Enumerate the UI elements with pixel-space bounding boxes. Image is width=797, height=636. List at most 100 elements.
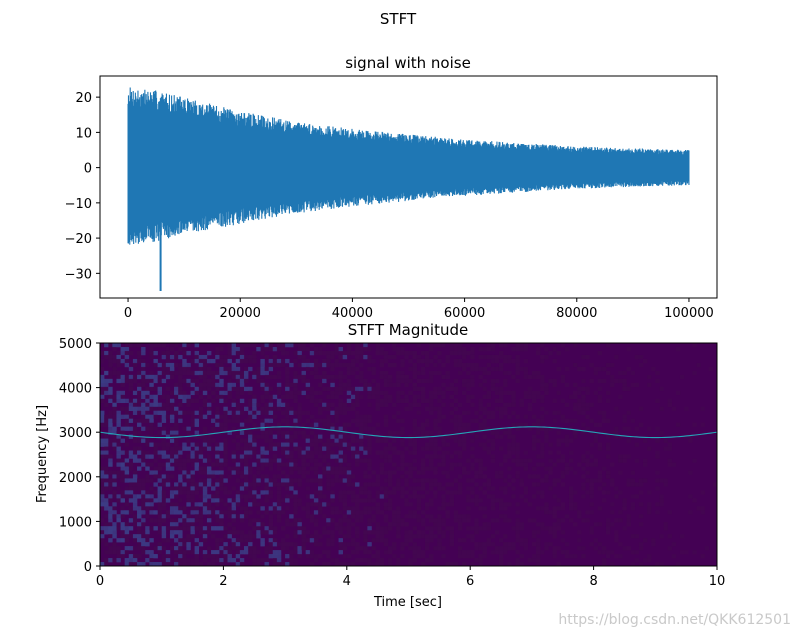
stft-cell [223, 550, 228, 555]
stft-cell [523, 462, 529, 467]
stft-cell [474, 518, 479, 523]
stft-cell [198, 386, 204, 392]
stft-cell [194, 554, 200, 559]
stft-cell [169, 370, 175, 376]
stft-cell [375, 346, 380, 352]
stft-cell [441, 442, 446, 447]
stft-cell [260, 462, 265, 467]
stft-cell [322, 442, 327, 447]
stft-cell [544, 430, 549, 435]
stft-cell [165, 366, 171, 372]
stft-cell [309, 438, 315, 443]
stft-cell [355, 398, 360, 404]
stft-cell [264, 462, 269, 467]
stft-cell [663, 438, 668, 443]
stft-cell [330, 354, 335, 360]
stft-cell [190, 494, 195, 499]
stft-cell [424, 466, 430, 471]
stft-cell [589, 362, 594, 368]
stft-cell [342, 354, 348, 360]
stft-cell [375, 522, 380, 527]
stft-cell [424, 542, 430, 547]
stft-cell [416, 370, 422, 376]
stft-cell [322, 458, 327, 463]
stft-cell [494, 518, 500, 523]
stft-cell [289, 410, 294, 415]
stft-cell [634, 426, 640, 431]
stft-cell [157, 450, 162, 455]
stft-cell [137, 394, 142, 400]
stft-cell [186, 550, 191, 555]
stft-cell [169, 502, 175, 507]
stft-cell [445, 474, 450, 479]
stft-cell [482, 426, 487, 431]
stft-cell [202, 498, 208, 503]
stft-cell [256, 466, 261, 471]
stft-cell [161, 366, 167, 372]
stft-cell [424, 378, 430, 384]
stft-cell [194, 418, 200, 423]
stft-cell [412, 402, 418, 408]
stft-cell [474, 502, 479, 507]
stft-cell [560, 518, 566, 523]
stft-cell [132, 546, 138, 551]
stft-cell [215, 374, 220, 380]
stft-cell [239, 474, 245, 479]
stft-cell [132, 358, 138, 364]
stft-cell [161, 430, 167, 435]
stft-cell [178, 518, 183, 523]
stft-cell [618, 542, 623, 547]
stft-cell [437, 546, 442, 551]
stft-cell [387, 474, 393, 479]
stft-cell [322, 362, 327, 368]
stft-cell [227, 546, 232, 551]
stft-cell [400, 474, 405, 479]
stft-cell [223, 370, 228, 376]
stft-cell [363, 498, 368, 503]
stft-cell [536, 430, 541, 435]
signal-x-tick-label: 80000 [556, 306, 597, 321]
stft-cell [132, 562, 138, 567]
stft-cell [227, 354, 232, 360]
stft-cell [494, 366, 500, 372]
stft-cell [437, 370, 442, 376]
stft-cell [367, 358, 372, 364]
stft-cell [215, 454, 220, 459]
stft-cell [268, 542, 274, 547]
stft-cell [355, 354, 360, 360]
stft-cell [383, 414, 389, 419]
stft-cell [235, 498, 241, 503]
stft-cell [108, 546, 113, 551]
stft-cell [326, 350, 331, 356]
stft-cell [359, 518, 364, 523]
stft-cell [466, 554, 471, 559]
stft-cell [420, 470, 426, 475]
stft-cell [601, 418, 607, 423]
stft-cell [301, 410, 306, 415]
stft-cell [145, 538, 150, 543]
stft-cell [531, 534, 537, 539]
stft-cell [137, 514, 142, 519]
stft-cell [202, 354, 208, 360]
stft-cell [124, 358, 130, 364]
stft-cell [498, 446, 504, 451]
stft-cell [124, 350, 130, 356]
stft-cell [178, 474, 183, 479]
stft-cell [239, 446, 245, 451]
stft-cell [309, 370, 315, 376]
stft-cell [490, 550, 496, 555]
stft-cell [449, 346, 455, 352]
stft-cell [174, 546, 179, 551]
stft-cell [503, 410, 508, 415]
stft-cell [198, 366, 204, 372]
stft-cell [128, 450, 134, 455]
stft-cell [334, 346, 339, 352]
stft-cell [494, 406, 500, 411]
stft-cell [309, 362, 315, 368]
stft-cell [482, 542, 487, 547]
stft-cell [198, 502, 204, 507]
stft-cell [215, 418, 220, 423]
stft-cell [211, 426, 216, 431]
stft-cell [206, 454, 212, 459]
stft-cell [309, 350, 315, 356]
